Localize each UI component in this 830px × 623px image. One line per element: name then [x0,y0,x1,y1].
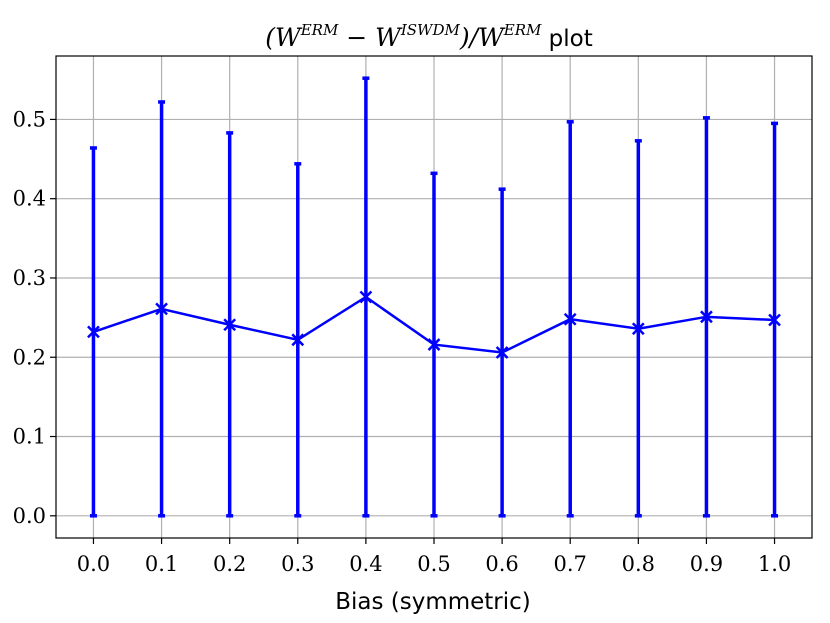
y-tick-label: 0.2 [13,345,46,369]
data-point-marker [768,313,781,327]
markers [87,290,781,359]
data-point-marker [563,312,577,326]
x-tick-label: 0.2 [213,552,246,576]
x-tick-label: 0.8 [622,552,655,576]
data-point-marker [155,302,168,316]
title-close-slash: )/ [459,23,481,52]
x-tick-label: 0.9 [690,552,723,576]
x-tick-label: 0.7 [554,552,587,576]
y-tick-label: 0.1 [13,425,46,449]
x-tick-label: 0.6 [485,552,518,576]
data-point-marker [291,333,305,347]
y-tick-label: 0.4 [13,187,46,211]
data-point-marker [359,290,373,304]
y-tick-label: 0.0 [13,504,46,528]
x-tick-label: 0.4 [349,552,382,576]
x-axis-label: Bias (symmetric) [335,589,531,615]
y-tick-label: 0.3 [13,266,46,290]
title-sup3: ERM [503,21,542,39]
data-point-marker [700,310,713,324]
y-tick-label: 0.5 [13,107,46,131]
data-point-marker [87,325,100,339]
y-axis-ticks: 0.0 0.1 0.2 0.3 0.4 0.5 [13,107,56,528]
title-w1: W [275,23,303,52]
data-point-marker [223,318,237,332]
x-tick-label: 0.0 [77,552,110,576]
data-point-marker [427,338,441,351]
data-point-marker [495,346,509,359]
title-suffix: plot [541,26,592,52]
data-point-marker [631,322,645,336]
x-tick-label: 0.5 [417,552,450,576]
title-open-paren: ( [265,23,276,52]
title-minus: − [338,23,375,52]
x-tick-label: 0.1 [145,552,178,576]
x-axis-ticks: 0.0 0.1 0.2 0.3 0.4 0.5 0.6 0.7 0.8 0.9 1.0 [77,538,791,576]
title-w2: W [375,23,403,52]
title-sup2: ISWDM [400,21,461,39]
x-tick-label: 0.3 [281,552,314,576]
chart-title: (WERM − WISWDM)/WERM plot [265,21,593,52]
x-tick-label: 1.0 [758,552,791,576]
title-sup1: ERM [300,21,339,39]
title-w3: W [478,23,506,52]
